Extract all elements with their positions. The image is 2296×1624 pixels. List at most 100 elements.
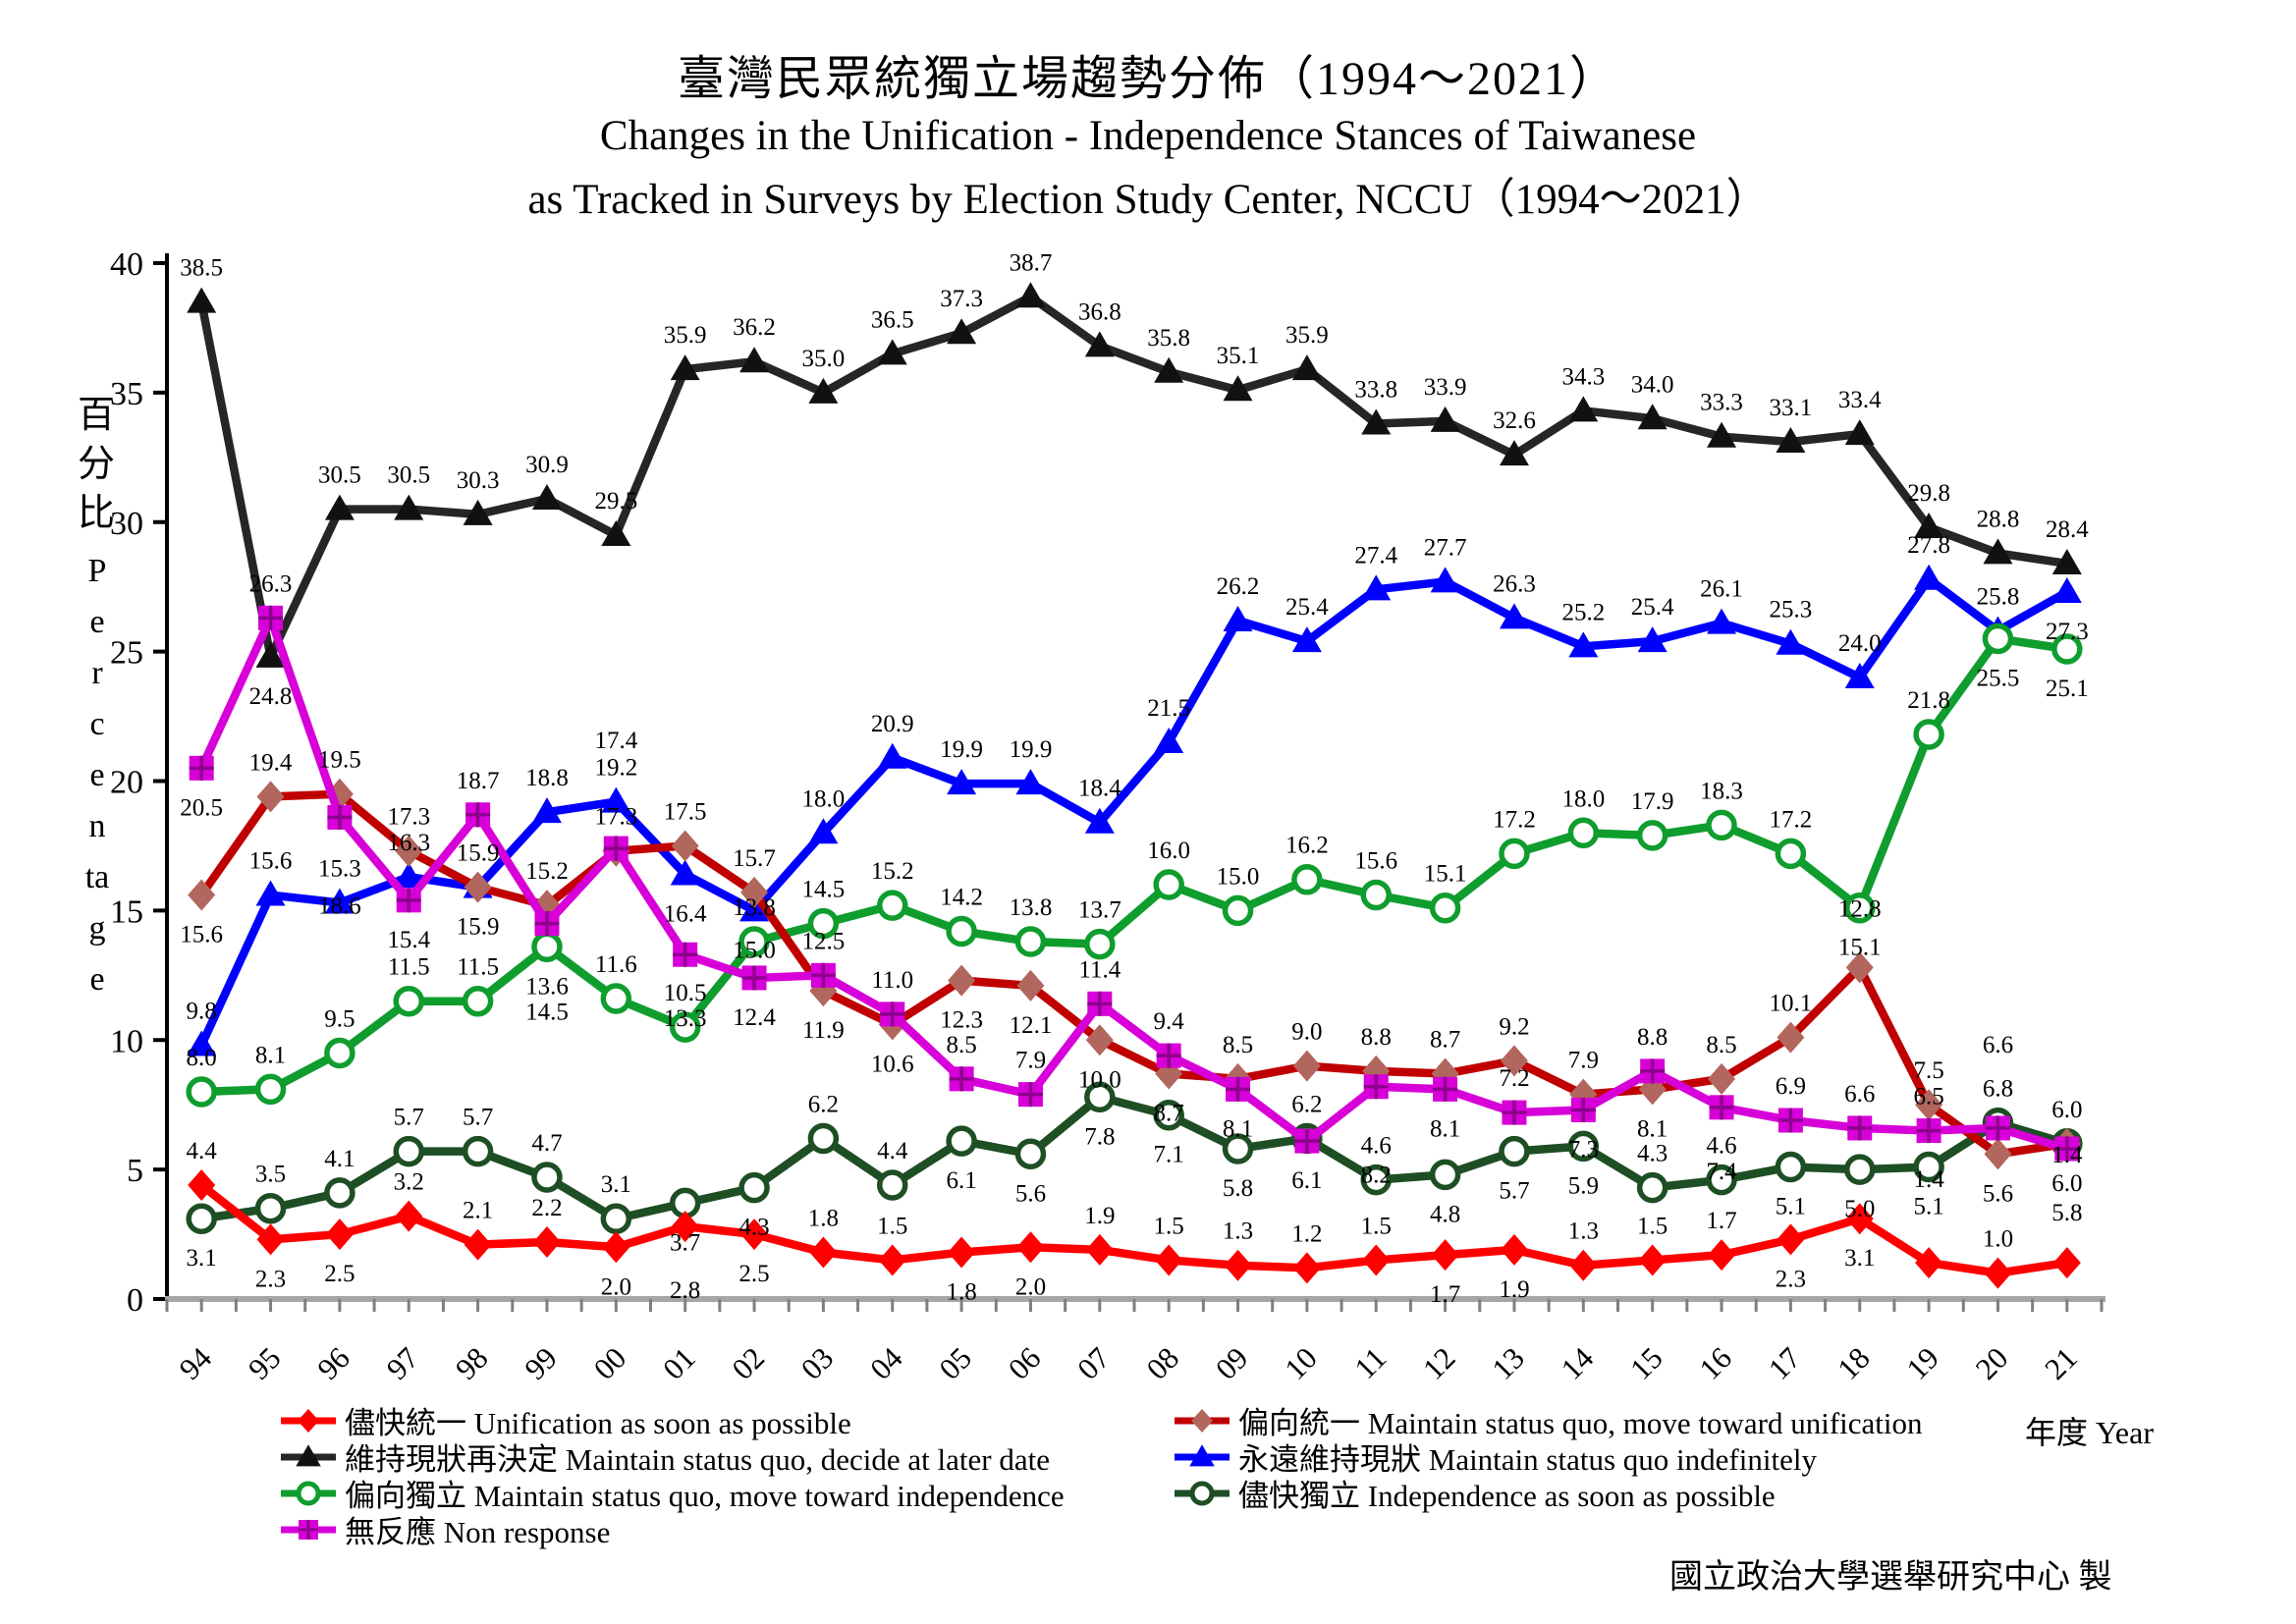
data-point-marker xyxy=(1707,608,1737,634)
data-point-marker xyxy=(1637,404,1667,430)
legend-item-maintain-decide-later: 維持現狀再決定 Maintain status quo, decide at l… xyxy=(278,1438,1065,1477)
y-axis-tick-label: 15 xyxy=(110,893,143,930)
data-label-non-response: 15.4 xyxy=(387,927,430,953)
data-label-independence-asap: 5.7 xyxy=(1499,1178,1529,1205)
data-label-independence-asap: 7.1 xyxy=(1154,1142,1184,1168)
series-labels-non-response: 20.5 26.3 18.6 15.4 18.7 14.5 17.4 13.3 12.4 12.5… xyxy=(180,570,2082,1226)
data-point-marker xyxy=(1777,1021,1805,1054)
data-point-marker xyxy=(1361,408,1392,435)
data-label-maintain-decide-later: 33.4 xyxy=(1838,387,1882,413)
data-label-unification-asap: 2.5 xyxy=(738,1261,769,1287)
data-label-toward-independence: 13.8 xyxy=(1010,894,1053,921)
data-point-marker xyxy=(1844,419,1875,446)
data-point-marker xyxy=(532,1225,561,1258)
data-label-maintain-indefinitely: 25.8 xyxy=(1977,584,2020,611)
y-axis-tick-label: 20 xyxy=(110,765,143,801)
data-point-marker xyxy=(877,339,907,365)
data-label-maintain-decide-later: 33.8 xyxy=(1354,377,1397,404)
data-label-unification-asap: 2.0 xyxy=(601,1273,631,1300)
data-point-marker xyxy=(1568,631,1599,658)
data-point-marker xyxy=(946,915,977,947)
data-label-toward-independence: 10.5 xyxy=(664,980,707,1006)
data-label-independence-asap: 4.8 xyxy=(1430,1201,1460,1227)
legend-label: 儘快統一 Unification as soon as possible xyxy=(345,1406,851,1440)
data-label-toward-unification: 5.6 xyxy=(1983,1180,2013,1207)
data-label-non-response: 7.9 xyxy=(1015,1048,1046,1074)
legend-item-maintain-indefinitely: 永遠維持現狀 Maintain status quo indefinitely xyxy=(1172,1438,1923,1477)
data-label-toward-independence: 13.7 xyxy=(1078,897,1121,924)
data-point-marker xyxy=(2052,1247,2081,1279)
data-label-maintain-indefinitely: 19.2 xyxy=(594,755,637,782)
data-point-marker xyxy=(394,862,424,889)
data-point-marker xyxy=(1084,928,1116,960)
data-label-maintain-indefinitely: 15.9 xyxy=(457,840,500,867)
data-label-toward-unification: 7.9 xyxy=(1568,1048,1599,1074)
data-label-independence-asap: 4.6 xyxy=(1706,1133,1736,1160)
data-label-toward-independence: 15.2 xyxy=(871,858,914,885)
data-label-unification-asap: 2.0 xyxy=(1015,1273,1046,1300)
data-label-toward-independence: 15.0 xyxy=(1217,863,1260,890)
data-label-toward-independence: 25.1 xyxy=(2046,676,2089,702)
data-point-marker xyxy=(670,859,700,886)
data-label-non-response: 6.5 xyxy=(1913,1084,1943,1110)
data-label-non-response: 7.4 xyxy=(1706,1159,1737,1185)
data-point-marker xyxy=(1844,663,1875,688)
data-label-maintain-indefinitely: 26.1 xyxy=(1700,576,1743,603)
data-point-marker xyxy=(946,1125,977,1157)
data-label-toward-independence: 14.2 xyxy=(940,884,983,910)
data-label-non-response: 9.4 xyxy=(1154,1008,1185,1035)
data-point-marker xyxy=(531,484,562,511)
data-point-marker xyxy=(671,1211,699,1243)
data-point-marker xyxy=(324,1177,355,1209)
data-label-independence-asap: 5.6 xyxy=(1015,1180,1046,1207)
data-label-maintain-decide-later: 29.5 xyxy=(594,488,637,514)
data-label-maintain-indefinitely: 25.4 xyxy=(1631,594,1674,621)
data-label-maintain-indefinitely: 27.4 xyxy=(1354,542,1397,568)
data-label-maintain-indefinitely: 25.2 xyxy=(1561,599,1605,625)
data-point-marker xyxy=(1016,1231,1045,1264)
data-label-toward-independence: 15.1 xyxy=(1424,861,1467,888)
series-maintain-indefinitely xyxy=(187,564,2082,1056)
data-label-maintain-decide-later: 34.3 xyxy=(1561,363,1605,390)
data-label-maintain-indefinitely: 9.8 xyxy=(187,999,217,1025)
data-label-non-response: 8.1 xyxy=(1223,1115,1253,1142)
data-label-maintain-decide-later: 30.5 xyxy=(318,462,361,489)
data-point-marker xyxy=(325,1218,354,1251)
y-axis-tick-label: 35 xyxy=(110,376,143,412)
data-label-maintain-decide-later: 28.4 xyxy=(2046,516,2089,543)
data-point-marker xyxy=(1222,894,1254,927)
data-label-toward-independence: 17.2 xyxy=(1493,806,1536,833)
series-labels-toward-unification: 15.6 19.4 19.5 17.3 15.9 15.2 17.3 17.5 15.7 11.9… xyxy=(180,747,2082,1208)
data-point-marker xyxy=(600,1203,632,1234)
y-axis-tick-label: 5 xyxy=(127,1153,143,1189)
data-point-marker xyxy=(393,1135,424,1167)
data-point-marker xyxy=(948,964,976,997)
data-point-marker xyxy=(1015,282,1046,308)
data-label-toward-unification: 15.9 xyxy=(457,914,500,941)
legend-marker-unification-asap xyxy=(281,1408,336,1433)
data-point-marker xyxy=(877,890,908,921)
data-label-toward-independence: 15.6 xyxy=(1354,848,1397,875)
data-point-marker xyxy=(1984,1138,2012,1170)
data-label-independence-asap: 4.3 xyxy=(1637,1141,1667,1167)
data-point-marker xyxy=(877,1169,908,1201)
data-label-maintain-decide-later: 24.8 xyxy=(249,683,293,710)
data-label-toward-unification: 9.2 xyxy=(1499,1013,1529,1040)
data-point-marker xyxy=(1429,892,1461,924)
x-axis-tick-label: 06 xyxy=(1002,1340,1048,1386)
data-point-marker xyxy=(464,1228,492,1261)
data-point-marker xyxy=(393,985,424,1017)
data-label-non-response: 11.4 xyxy=(1078,956,1121,983)
legend-marker-maintain-indefinitely xyxy=(1175,1443,1230,1466)
x-axis-tick-label: 21 xyxy=(2038,1340,2084,1386)
data-label-maintain-indefinitely: 20.9 xyxy=(871,711,914,737)
data-point-marker xyxy=(1775,1151,1807,1183)
data-label-toward-unification: 9.0 xyxy=(1291,1019,1322,1046)
data-label-non-response: 6.1 xyxy=(1291,1167,1322,1194)
data-point-marker xyxy=(324,1037,355,1069)
series-labels-toward-independence: 8.0 8.1 9.5 11.5 11.5 13.6 11.6 10.5 13.8 14.5 15.… xyxy=(187,665,2089,1071)
data-point-marker xyxy=(1292,1252,1321,1284)
data-point-marker xyxy=(1430,567,1460,593)
data-point-marker xyxy=(738,1171,770,1204)
data-point-marker xyxy=(1362,1244,1391,1276)
